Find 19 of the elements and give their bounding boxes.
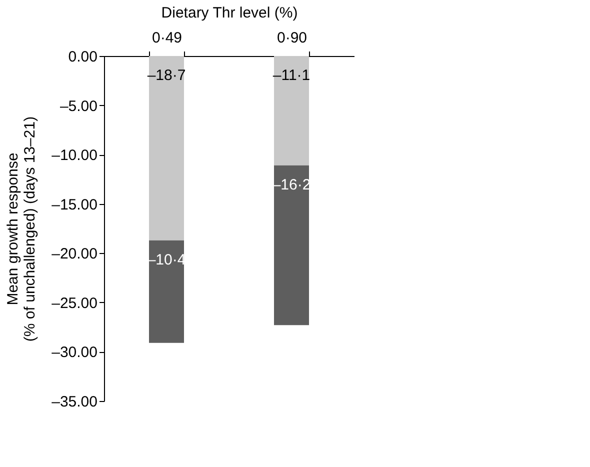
y-tick-label: –25.00 (52, 294, 98, 312)
bar (274, 165, 309, 326)
data-label: –18·7 (147, 67, 186, 84)
y-tick-label: –5.00 (60, 98, 98, 115)
data-label: –10·4 (147, 251, 186, 268)
y-tick-label: –30.00 (52, 344, 98, 362)
y-tick-label: –10.00 (52, 147, 98, 164)
x-tick-label: 0·49 (152, 30, 182, 46)
y-tick-label: –20.00 (52, 246, 98, 263)
bar (149, 240, 184, 343)
y-tick-label: 0.00 (68, 48, 98, 66)
x-tick-label: 0·90 (276, 30, 308, 46)
y-tick-label: –15.00 (52, 196, 98, 214)
bar (274, 56, 309, 166)
y-axis-title: Mean growth response (% of unchallenged) (days 13–21) (4, 116, 39, 342)
bar (149, 56, 184, 240)
data-label: –11·1 (272, 67, 310, 84)
x-axis-title: Dietary Thr level (%) (161, 4, 298, 22)
y-tick-label: –35.00 (52, 394, 98, 410)
